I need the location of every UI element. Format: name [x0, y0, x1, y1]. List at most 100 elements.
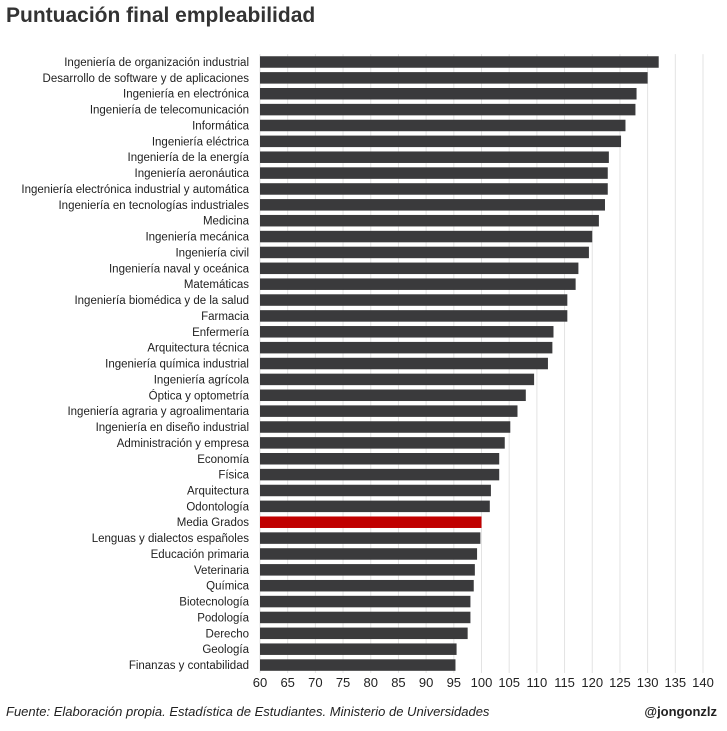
- category-label: Química: [206, 581, 249, 593]
- bar: [260, 484, 491, 497]
- bar: [260, 389, 526, 402]
- category-label: Educación primaria: [151, 549, 250, 561]
- category-label: Ingeniería agraria y agroalimentaria: [67, 406, 249, 418]
- bar: [260, 548, 478, 560]
- bar: [260, 373, 535, 386]
- category-label: Arquitectura técnica: [147, 343, 249, 355]
- bar: [260, 294, 568, 306]
- bar: [260, 453, 500, 465]
- bar: [260, 167, 608, 179]
- category-label: Ingeniería civil: [175, 247, 249, 259]
- bar: [260, 214, 599, 227]
- category-label: Veterinaria: [194, 565, 250, 577]
- x-tick-label: 125: [609, 675, 631, 690]
- bar: [260, 56, 659, 68]
- bar: [260, 357, 548, 370]
- bar: [260, 278, 576, 290]
- bar: [260, 611, 471, 624]
- x-tick-label: 90: [419, 675, 433, 690]
- x-tick-label: 140: [692, 675, 714, 690]
- x-tick-label: 120: [581, 675, 603, 690]
- bar: [260, 72, 648, 84]
- chart-title: Puntuación final empleabilidad: [6, 4, 316, 27]
- category-label: Desarrollo de software y de aplicaciones: [43, 73, 250, 85]
- category-label: Ingeniería de telecomunicación: [90, 105, 249, 117]
- x-tick-label: 100: [471, 675, 493, 690]
- bar: [260, 627, 468, 640]
- bar: [260, 103, 636, 116]
- source-note: Fuente: Elaboración propia. Estadística …: [6, 704, 490, 719]
- category-label: Ingeniería biomédica y de la salud: [74, 295, 249, 307]
- category-label: Derecho: [206, 628, 249, 640]
- category-label: Administración y empresa: [117, 438, 250, 450]
- bar: [260, 659, 456, 671]
- bar: [260, 341, 553, 354]
- x-tick-label: 130: [637, 675, 659, 690]
- category-label: Ingeniería agrícola: [154, 374, 250, 386]
- bar: [260, 405, 518, 417]
- category-label: Farmacia: [201, 311, 250, 323]
- category-label: Ingeniería electrónica industrial y auto…: [21, 184, 249, 196]
- bar: [260, 579, 474, 592]
- bar: [260, 564, 475, 576]
- bar: [260, 326, 554, 338]
- category-label: Ingeniería naval y oceánica: [109, 263, 250, 275]
- bar: [260, 310, 568, 322]
- x-tick-label: 110: [527, 675, 548, 690]
- bar: [260, 595, 471, 608]
- bar: [260, 500, 490, 513]
- category-label: Óptica y optometría: [149, 389, 250, 402]
- bar: [260, 246, 589, 259]
- category-label: Matemáticas: [184, 279, 249, 291]
- bars: [260, 56, 659, 671]
- category-labels: Ingeniería de organización industrial Des…: [21, 57, 249, 672]
- bar: [260, 230, 593, 243]
- category-label: Ingeniería aeronáutica: [135, 168, 250, 180]
- bar: [260, 183, 608, 195]
- category-label: Ingeniería de la energía: [128, 152, 250, 164]
- category-label: Lenguas y dialectos españoles: [92, 533, 250, 545]
- x-tick-label: 70: [308, 675, 322, 690]
- category-label: Ingeniería mecánica: [145, 232, 249, 244]
- category-label: Ingeniería en tecnologías industriales: [58, 200, 249, 212]
- category-label: Finanzas y contabilidad: [129, 660, 249, 672]
- category-label: Ingeniería en diseño industrial: [96, 422, 249, 434]
- category-label: Odontología: [186, 501, 249, 513]
- category-label: Media Grados: [177, 517, 249, 529]
- bar: [260, 468, 500, 481]
- category-label: Economía: [197, 454, 249, 466]
- category-label: Ingeniería química industrial: [105, 359, 249, 371]
- bar: [260, 151, 609, 163]
- bar: [260, 643, 457, 655]
- x-tick-label: 95: [447, 675, 461, 690]
- category-label: Ingeniería en electrónica: [123, 89, 250, 101]
- x-tick-label: 65: [280, 675, 294, 690]
- x-tick-label: 75: [336, 675, 350, 690]
- bar: [260, 119, 626, 132]
- author-credit: @jongonzlz: [644, 704, 717, 719]
- bar: [260, 199, 605, 211]
- x-tick-label: 80: [364, 675, 378, 690]
- category-label: Ingeniería eléctrica: [152, 136, 250, 148]
- bar: [260, 262, 579, 275]
- bar-chart: Ingeniería de organización industrial Des…: [21, 54, 714, 690]
- bar: [260, 437, 505, 449]
- x-tick-label: 135: [664, 675, 686, 690]
- bar: [260, 516, 482, 528]
- category-label: Informática: [192, 120, 249, 132]
- x-tick-label: 85: [391, 675, 405, 690]
- x-tick-label: 115: [554, 675, 575, 690]
- x-tick-label: 60: [253, 675, 267, 690]
- category-label: Física: [218, 470, 249, 482]
- category-label: Biotecnología: [179, 597, 249, 609]
- category-label: Arquitectura: [187, 485, 250, 497]
- category-label: Medicina: [203, 216, 250, 228]
- bar: [260, 135, 622, 148]
- category-label: Geología: [202, 644, 249, 656]
- bar: [260, 421, 511, 433]
- category-label: Ingeniería de organización industrial: [64, 57, 249, 69]
- x-tick-label: 105: [498, 675, 520, 690]
- bar: [260, 87, 637, 100]
- category-label: Enfermería: [192, 327, 249, 339]
- bar: [260, 532, 481, 544]
